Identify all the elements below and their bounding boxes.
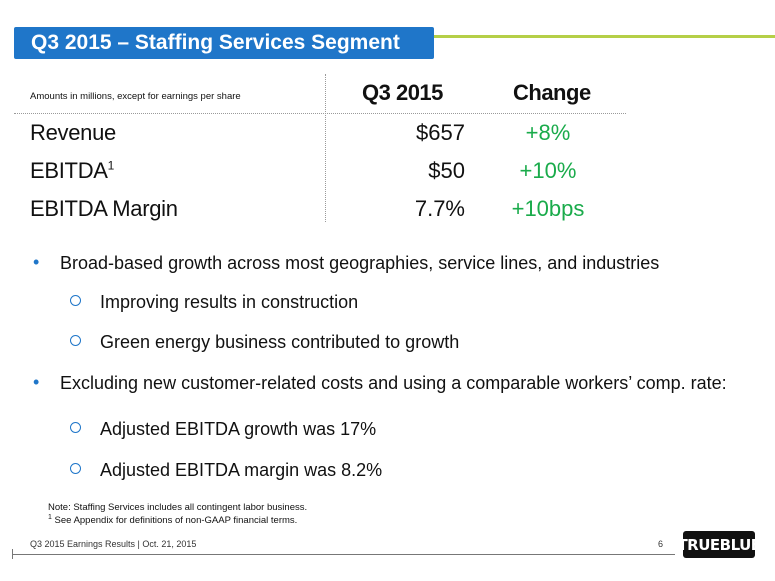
circle-bullet-icon — [70, 463, 81, 474]
row-value: $50 — [428, 158, 465, 183]
footer-text: Q3 2015 Earnings Results | Oct. 21, 2015 — [30, 539, 197, 549]
row-change: +10bps — [511, 196, 585, 221]
footnote-line: 1 See Appendix for definitions of non-GA… — [48, 514, 298, 527]
footnote-line: Note: Staffing Services includes all con… — [48, 502, 308, 513]
title-accent-line — [434, 35, 775, 38]
table-divider-vertical — [325, 74, 326, 222]
circle-bullet-icon — [70, 335, 81, 346]
circle-bullet-icon — [70, 295, 81, 306]
sub-bullet-item: Adjusted EBITDA margin was 8.2% — [70, 460, 382, 481]
page-number: 6 — [658, 539, 664, 549]
column-header-q3: Q3 2015 — [362, 80, 443, 105]
bullet-item: • Excluding new customer-related costs a… — [33, 372, 727, 393]
table-note: Amounts in millions, except for earnings… — [30, 91, 241, 102]
row-label: Revenue — [30, 120, 116, 145]
bullet-item: • Broad-based growth across most geograp… — [33, 252, 660, 273]
row-change: +10% — [519, 158, 577, 183]
slide-title: Q3 2015 – Staffing Services Segment — [14, 27, 434, 59]
sub-bullet-item: Green energy business contributed to gro… — [70, 332, 459, 353]
bullet-dot-icon: • — [33, 252, 40, 272]
row-label: EBITDA Margin — [30, 196, 178, 221]
trueblue-logo: TRUEBLUE — [677, 531, 761, 558]
sub-bullet-item: Adjusted EBITDA growth was 17% — [70, 419, 376, 440]
sub-bullet-item: Improving results in construction — [70, 292, 358, 313]
footnote-marker: 1 — [107, 158, 115, 173]
row-value: $657 — [416, 120, 465, 145]
bullet-dot-icon: • — [33, 372, 40, 392]
footer-line — [12, 554, 675, 555]
row-label: EBITDA1 — [30, 158, 115, 183]
row-value: 7.7% — [414, 196, 465, 221]
row-change: +8% — [525, 120, 571, 145]
column-header-change: Change — [513, 80, 591, 105]
table-divider-horizontal — [14, 113, 626, 114]
circle-bullet-icon — [70, 422, 81, 433]
